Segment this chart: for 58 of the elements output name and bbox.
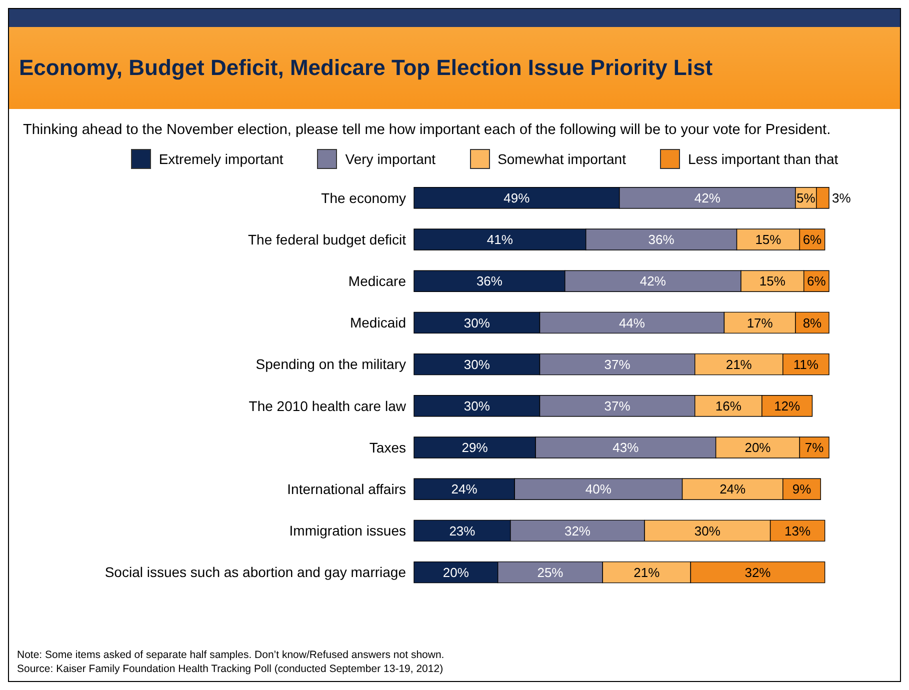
legend-label: Extremely important [158,150,284,167]
data-label: 24% [720,481,746,496]
data-label: 15% [759,273,786,288]
data-label: 25% [537,564,564,580]
data-label: 20% [442,564,470,580]
data-label: 42% [640,273,666,288]
data-label: 5% [796,190,816,206]
data-label: 8% [802,314,822,330]
data-label: 23% [449,522,476,538]
data-label: 12% [774,398,801,414]
text: Note: Some items asked of separate half samples. Don’t know/Refused answers not shown. [17,648,444,662]
data-label: 49% [504,190,530,206]
chart-subtitle: Thinking ahead to the November election, please tell me how important each of the following will be to your vote for President. [23,121,832,140]
data-label: 21% [726,356,752,372]
data-label: 40% [585,481,612,496]
data-label: 36% [476,273,503,288]
data-label: 30% [694,522,721,538]
legend-label: Somewhat important [498,150,626,167]
data-label: 3% [832,190,852,206]
data-label: 37% [604,398,631,414]
data-label: 11% [793,356,819,372]
data-label: 44% [618,314,646,330]
data-label: 7% [804,440,824,455]
data-label: 21% [634,564,660,580]
data-label: 32% [744,564,772,580]
y-tick-label: Medicare [348,272,406,289]
data-label: 9% [792,481,812,496]
data-label: 30% [464,398,490,414]
y-tick-label: Spending on the military [256,356,406,372]
legend-label: Very important [345,150,436,167]
data-label: 6% [807,273,826,288]
data-label: 17% [746,314,774,330]
data-label: 43% [612,440,640,455]
y-tick-label: Social issues such as abortion and gay marriage [104,564,406,580]
y-tick-label: The 2010 health care law [248,397,407,414]
y-tick-label: Medicaid [350,314,406,330]
y-tick-label: International affairs [287,480,406,497]
data-label: 37% [604,356,631,372]
y-tick-label: The economy [321,189,406,206]
data-label: 24% [451,481,478,496]
data-label: 32% [564,522,591,538]
data-label: 30% [464,356,490,372]
data-label: 30% [464,314,490,330]
data-label: 36% [648,232,675,247]
chart-title: Economy, Budget Deficit, Medicare Top Election Issue Priority List [19,55,713,81]
data-label: 29% [462,440,488,455]
data-label: 6% [802,232,822,247]
legend-label: Less important than that [688,150,838,167]
y-tick-label: The federal budget deficit [248,230,406,247]
data-label: 15% [755,232,782,247]
source-note: Source: Kaiser Family Foundation Health Tracking Poll (conducted September 13-19, 2012) [17,662,444,677]
data-label: 13% [784,522,812,538]
y-tick-label: Taxes [369,438,406,455]
data-label: 42% [694,190,721,206]
data-label: 16% [715,398,742,414]
y-tick-label: Immigration issues [289,522,406,538]
data-label: 20% [744,440,772,455]
data-label: 41% [486,232,514,247]
